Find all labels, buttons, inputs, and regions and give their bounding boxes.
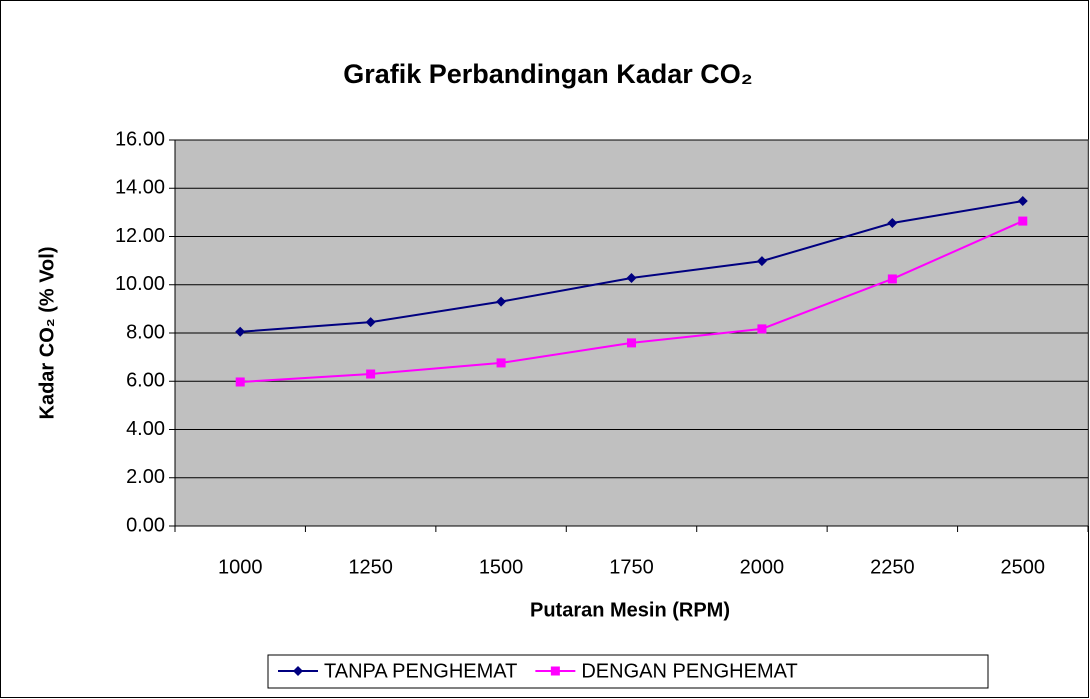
x-tick-label: 1250 bbox=[348, 556, 393, 578]
legend-label: DENGAN PENGHEMAT bbox=[581, 660, 797, 682]
y-tick-label: 8.00 bbox=[126, 321, 165, 343]
legend-marker bbox=[293, 666, 303, 676]
data-point bbox=[496, 296, 507, 307]
data-point bbox=[757, 324, 767, 334]
chart-title: Grafik Perbandingan Kadar CO₂ bbox=[343, 59, 753, 89]
data-point bbox=[365, 317, 376, 328]
data-point bbox=[887, 217, 898, 228]
data-point bbox=[627, 338, 636, 348]
x-tick-label: 1000 bbox=[218, 556, 263, 578]
y-tick-label: 0.00 bbox=[126, 514, 165, 536]
data-point bbox=[626, 272, 637, 283]
x-tick-label: 1750 bbox=[609, 556, 654, 578]
legend-marker bbox=[550, 666, 560, 676]
legend-box bbox=[267, 654, 989, 689]
x-tick-label: 1500 bbox=[479, 556, 524, 578]
data-point bbox=[235, 377, 245, 387]
data-point bbox=[496, 358, 506, 368]
y-tick-label: 12.00 bbox=[115, 225, 165, 247]
y-tick-label: 6.00 bbox=[126, 370, 165, 392]
data-point bbox=[1017, 196, 1028, 207]
y-axis-title: Kadar CO₂ (% Vol) bbox=[36, 247, 58, 420]
data-point bbox=[235, 326, 246, 337]
x-tick-label: 2500 bbox=[1001, 556, 1046, 578]
y-tick-label: 4.00 bbox=[126, 418, 165, 440]
y-tick-label: 2.00 bbox=[126, 466, 165, 488]
x-axis-title: Putaran Mesin (RPM) bbox=[530, 599, 730, 621]
data-point bbox=[366, 369, 376, 379]
y-tick-label: 14.00 bbox=[115, 177, 165, 199]
legend-label: TANPA PENGHEMAT bbox=[324, 660, 517, 682]
x-tick-label: 2250 bbox=[870, 556, 915, 578]
y-tick-label: 16.00 bbox=[115, 128, 165, 150]
data-point bbox=[887, 274, 897, 284]
data-point bbox=[756, 256, 767, 267]
x-tick-label: 2000 bbox=[740, 556, 785, 578]
data-point bbox=[1018, 216, 1028, 226]
y-tick-label: 10.00 bbox=[115, 273, 165, 295]
